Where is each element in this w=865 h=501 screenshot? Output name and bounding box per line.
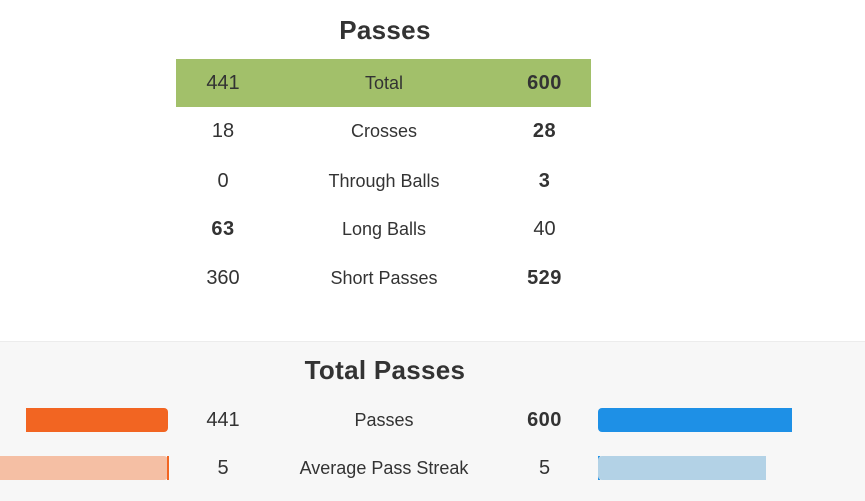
stat-label: Total [364,73,404,93]
away-value: 28 [532,120,557,142]
away-value: 600 [527,409,562,431]
home-value: 441 [206,72,240,94]
passes-row-total: 441 Total 600 [176,59,591,107]
home-passes-bar [26,408,168,432]
home-value: 441 [206,409,240,431]
stat-label: Average Pass Streak [299,458,469,478]
home-value: 0 [217,170,229,192]
away-value: 5 [538,457,551,479]
passes-row-crosses: 18 Crosses 28 [176,107,591,155]
stat-label: Crosses [350,121,417,141]
away-value: 529 [527,267,562,289]
home-streak-bar-cap [167,456,169,480]
away-value: 600 [527,72,562,94]
away-passes-bar [598,408,792,432]
home-streak-bar [0,456,168,480]
away-streak-bar [598,456,766,480]
bar-row-average-pass-streak: 5 Average Pass Streak 5 [0,448,865,488]
passes-section-title: Passes [339,15,431,45]
home-value: 5 [217,457,229,479]
away-value: 40 [533,218,556,240]
stat-label: Passes [354,410,414,430]
stat-label: Through Balls [328,171,440,191]
stat-label: Short Passes [330,268,438,288]
passes-row-long-balls: 63 Long Balls 40 [176,205,591,253]
total-passes-panel: Total Passes 441 Passes 600 5 Average Pa… [0,341,865,501]
bar-row-passes: 441 Passes 600 [0,400,865,440]
home-value: 360 [206,267,240,289]
stat-label: Long Balls [341,219,427,239]
passes-row-short-passes: 360 Short Passes 529 [176,254,591,302]
home-value: 18 [211,120,235,142]
total-passes-section-title: Total Passes [304,355,466,385]
home-value: 63 [211,218,235,240]
passes-row-through-balls: 0 Through Balls 3 [176,157,591,205]
away-value: 3 [538,170,551,192]
